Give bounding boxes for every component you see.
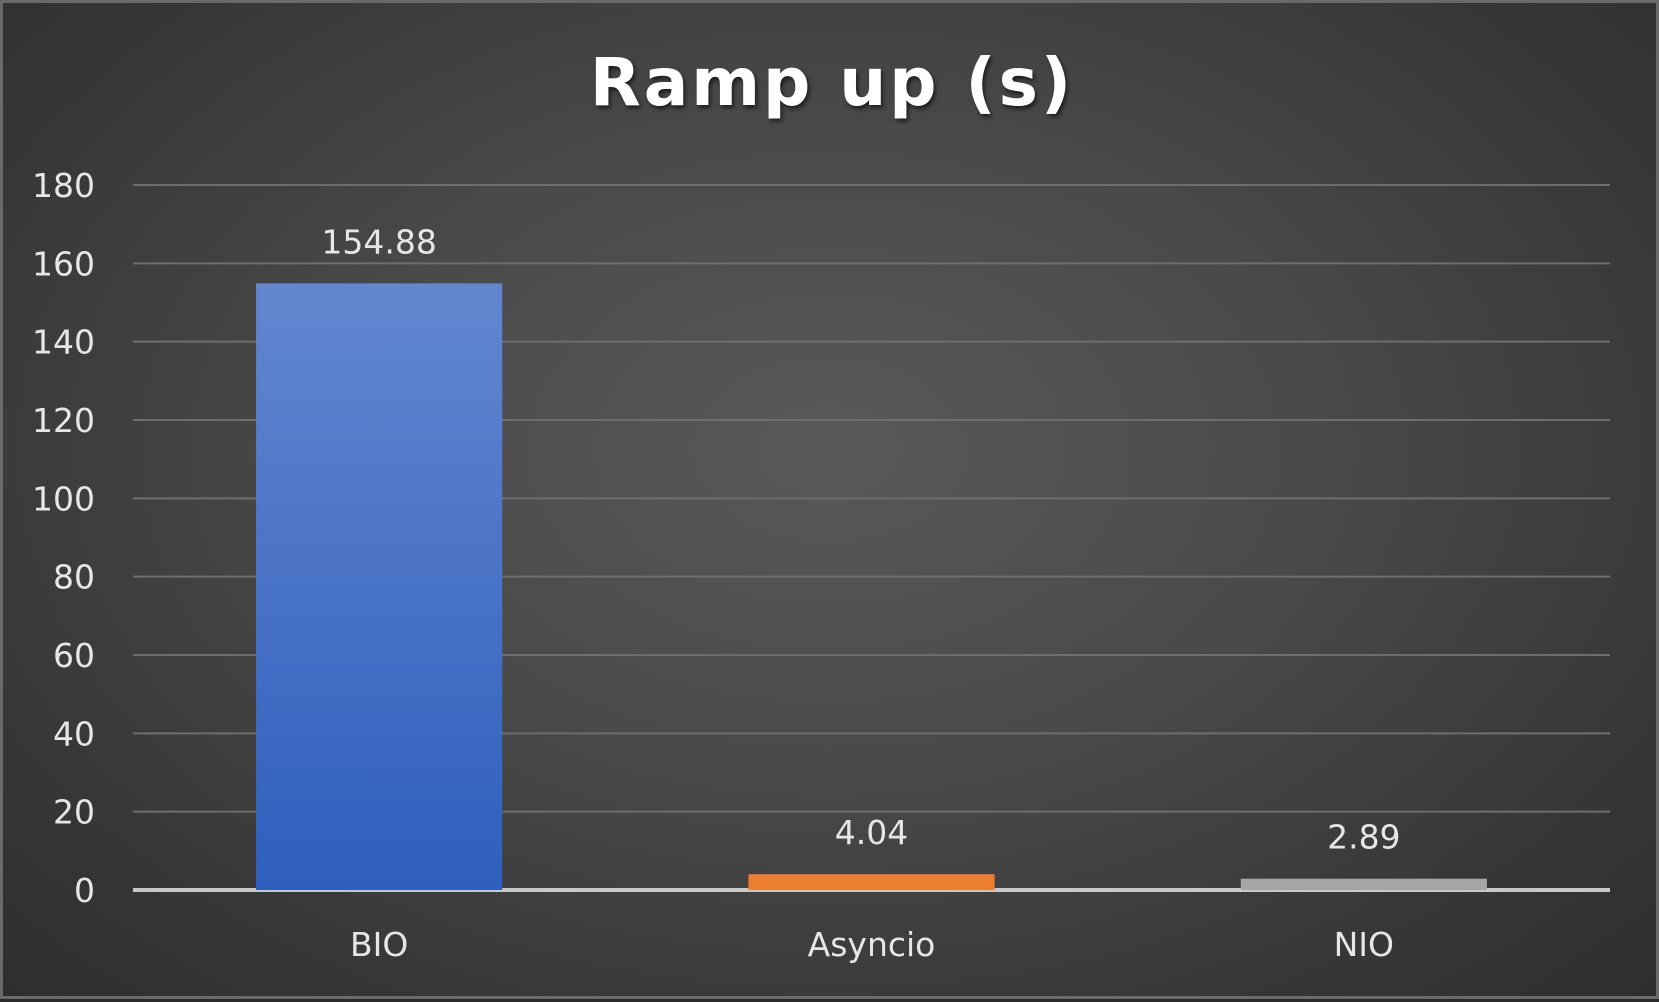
y-tick-label: 40 — [53, 714, 95, 753]
bar-asyncio — [748, 874, 995, 890]
bar-nio — [1240, 878, 1487, 890]
y-tick-label: 140 — [32, 323, 95, 362]
bars — [256, 283, 1487, 890]
y-tick-label: 120 — [32, 401, 95, 440]
category-label-bio: BIO — [350, 925, 408, 964]
y-tick-label: 60 — [53, 636, 95, 675]
bar-bio — [256, 283, 503, 890]
y-tick-label: 180 — [32, 166, 95, 205]
data-label-asyncio: 4.04 — [835, 813, 908, 852]
category-label-nio: NIO — [1334, 925, 1394, 964]
category-label-asyncio: Asyncio — [808, 925, 936, 964]
bar-chart: Ramp up (s) 0 20 40 60 80 100 120 140 160 180 154… — [32, 44, 1610, 964]
y-axis-ticks: 0 20 40 60 80 100 120 140 160 180 — [32, 166, 95, 910]
data-label-bio: 154.88 — [321, 222, 436, 261]
data-labels: 154.88 4.04 2.89 — [321, 222, 1400, 856]
y-tick-label: 0 — [74, 871, 95, 910]
y-tick-label: 100 — [32, 479, 95, 518]
y-tick-label: 160 — [32, 244, 95, 283]
chart-title: Ramp up (s) — [590, 44, 1074, 121]
y-tick-label: 20 — [53, 793, 95, 832]
x-axis-categories: BIO Asyncio NIO — [350, 925, 1394, 964]
y-tick-label: 80 — [53, 558, 95, 597]
data-label-nio: 2.89 — [1327, 818, 1400, 857]
